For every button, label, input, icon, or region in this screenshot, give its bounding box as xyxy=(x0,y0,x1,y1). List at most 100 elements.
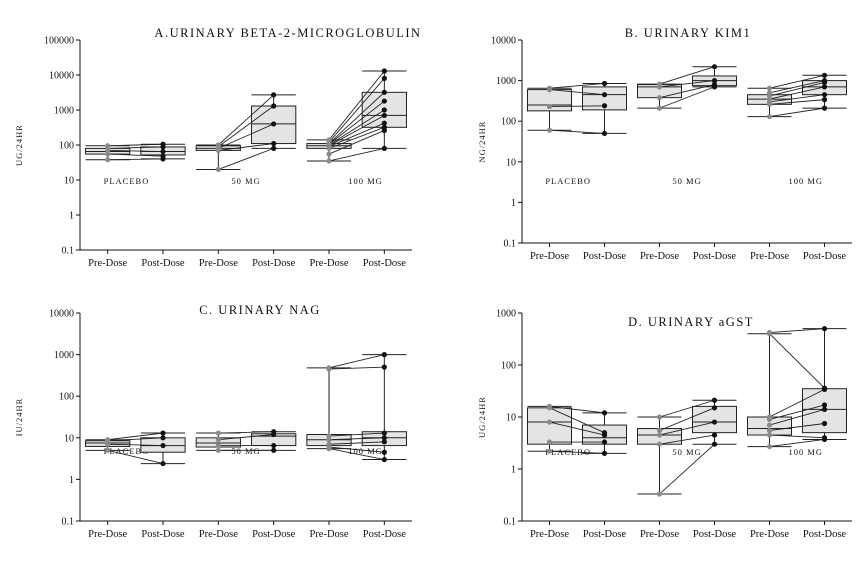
subject-line xyxy=(328,354,385,369)
subject-line xyxy=(549,405,605,414)
y-tick-label: 10 xyxy=(64,433,74,444)
x-tick-label: Pre-Dose xyxy=(750,529,789,540)
post-dose-point xyxy=(821,326,828,332)
pre-dose-point xyxy=(656,105,663,111)
group-label: 100 MG xyxy=(348,446,383,456)
x-tick-label: Pre-Dose xyxy=(309,258,348,269)
pre-dose-point xyxy=(546,127,553,133)
x-tick-label: Post-Dose xyxy=(583,251,627,262)
subject-line xyxy=(659,434,715,445)
post-dose-point xyxy=(821,420,828,427)
post-dose-point xyxy=(601,430,608,436)
subject-line xyxy=(549,407,605,434)
pre-dose-point xyxy=(766,432,773,438)
post-dose-point xyxy=(160,435,166,441)
post-dose-point xyxy=(381,89,387,95)
post-dose-point xyxy=(160,153,166,159)
post-dose-point xyxy=(711,441,718,447)
group-label: 100 MG xyxy=(789,447,824,457)
post-dose-point xyxy=(381,68,387,74)
subject-line xyxy=(769,82,825,97)
y-tick-label: 1 xyxy=(511,465,516,476)
subject-line xyxy=(769,94,825,103)
post-dose-point xyxy=(711,405,718,411)
group-label: 100 MG xyxy=(789,176,824,186)
post-dose-point xyxy=(271,92,277,98)
pre-dose-point xyxy=(326,433,332,439)
post-dose-point xyxy=(271,442,277,449)
y-tick-label: 10000 xyxy=(491,36,516,47)
pre-dose-point xyxy=(105,157,111,163)
y-tick-label: 1000 xyxy=(496,76,516,87)
x-tick-label: Post-Dose xyxy=(363,529,407,540)
post-dose-point xyxy=(381,449,387,455)
subject-line xyxy=(328,109,385,146)
subject-line xyxy=(549,105,605,107)
x-tick-label: Post-Dose xyxy=(252,529,296,540)
y-axis-label: NG/24HR xyxy=(477,121,487,163)
panel-a: 0.1 1 10 100 1000 10000 100000 UG/24HR A.URINARY… xyxy=(14,26,420,269)
group-label: 50 MG xyxy=(672,447,701,457)
post-dose-point xyxy=(821,84,828,90)
subject-line xyxy=(328,70,385,141)
y-axis-label: UG/24HR xyxy=(14,124,24,166)
x-tick-label: Post-Dose xyxy=(141,529,185,540)
x-tick-label: Post-Dose xyxy=(583,529,627,540)
pre-dose-point xyxy=(766,443,773,450)
subject-line xyxy=(769,107,825,118)
post-dose-point xyxy=(821,435,828,441)
chart-title: D. URINARY aGST xyxy=(628,315,754,329)
subject-line xyxy=(328,441,385,445)
post-dose-point xyxy=(821,406,828,413)
post-dose-point xyxy=(271,429,277,435)
y-tick-label: 1000 xyxy=(54,106,74,117)
subject-line xyxy=(328,446,385,453)
group-label: PLACEBO xyxy=(104,176,150,186)
y-tick-label: 10 xyxy=(64,176,74,187)
post-dose-point xyxy=(271,121,277,127)
x-tick-label: Post-Dose xyxy=(693,251,737,262)
pre-dose-point xyxy=(656,441,663,447)
post-dose-point xyxy=(381,98,387,104)
post-dose-point xyxy=(381,439,387,445)
pre-dose-point xyxy=(105,143,111,149)
pre-dose-point xyxy=(326,151,332,157)
pre-dose-point xyxy=(766,113,773,120)
x-tick-label: Pre-Dose xyxy=(309,529,348,540)
subject-line xyxy=(107,153,164,157)
y-tick-label: 1000 xyxy=(54,350,74,361)
subject-line xyxy=(107,146,164,149)
post-dose-point xyxy=(381,112,387,119)
post-dose-point xyxy=(821,402,828,408)
subject-line xyxy=(328,126,385,149)
post-dose-point xyxy=(821,385,828,391)
pre-dose-point xyxy=(656,491,663,497)
subject-line xyxy=(769,439,825,448)
post-dose-point xyxy=(160,442,166,449)
chart-title: B. URINARY KIM1 xyxy=(625,26,752,40)
post-dose-point xyxy=(160,460,166,467)
subject-line xyxy=(549,421,605,436)
subject-line xyxy=(769,333,825,389)
group-label: PLACEBO xyxy=(545,176,591,186)
y-tick-label: 100 xyxy=(59,141,74,152)
x-tick-label: Post-Dose xyxy=(693,529,737,540)
pre-dose-point xyxy=(546,439,553,445)
y-tick-label: 100000 xyxy=(44,36,74,47)
post-dose-point xyxy=(160,430,166,436)
x-tick-label: Pre-Dose xyxy=(640,251,679,262)
x-tick-label: Pre-Dose xyxy=(199,529,238,540)
subject-line xyxy=(549,83,605,89)
post-dose-point xyxy=(271,447,277,453)
group-label: 50 MG xyxy=(672,176,701,186)
subject-line xyxy=(218,105,274,147)
post-dose-point xyxy=(711,419,718,425)
box xyxy=(582,86,627,111)
y-axis-label: UG/24HR xyxy=(477,396,487,438)
pre-dose-point xyxy=(215,430,221,436)
subject-line xyxy=(659,407,715,431)
post-dose-point xyxy=(711,64,718,70)
subject-line xyxy=(659,399,715,418)
pre-dose-point xyxy=(105,437,111,443)
